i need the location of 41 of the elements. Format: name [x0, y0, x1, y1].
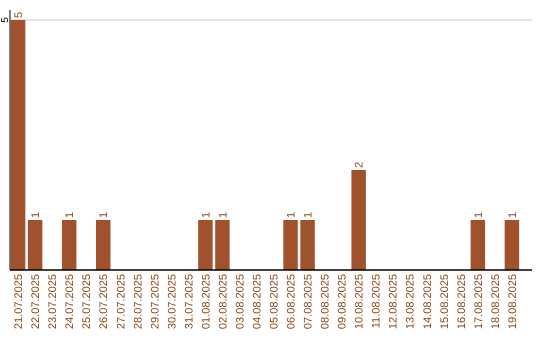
x-tick-label: 22.07.2025 — [30, 274, 42, 330]
data-label: 1 — [64, 212, 76, 218]
data-label: 1 — [472, 212, 485, 218]
x-tick-label: 24.07.2025 — [64, 274, 76, 330]
data-label: 1 — [98, 212, 110, 218]
x-tick-label: 29.07.2025 — [149, 274, 162, 330]
x-tick-label: 15.08.2025 — [438, 274, 451, 330]
x-tick-label: 30.07.2025 — [166, 274, 178, 330]
x-tick-label: 21.07.2025 — [13, 274, 26, 330]
x-tick-label: 31.07.2025 — [183, 274, 196, 330]
x-tick-label: 10.08.2025 — [354, 274, 366, 330]
data-label: 1 — [302, 212, 315, 218]
x-tick-label: 13.08.2025 — [404, 274, 417, 330]
x-tick-label: 18.08.2025 — [490, 274, 502, 330]
data-label: 1 — [217, 212, 230, 218]
x-tick-label: 26.07.2025 — [98, 274, 110, 330]
x-tick-label: 04.08.2025 — [251, 274, 264, 330]
x-tick-label: 09.08.2025 — [336, 274, 349, 330]
data-label: 1 — [30, 212, 42, 218]
data-label: 1 — [286, 212, 298, 218]
x-tick-label: 08.08.2025 — [320, 274, 332, 330]
x-tick-label: 12.08.2025 — [388, 274, 400, 330]
x-tick-label: 23.07.2025 — [47, 274, 60, 330]
x-tick-label: 01.08.2025 — [200, 274, 212, 330]
x-tick-label: 06.08.2025 — [286, 274, 298, 330]
x-tick-label: 17.08.2025 — [472, 274, 485, 330]
data-label: 2 — [354, 162, 366, 168]
x-tick-label: 25.07.2025 — [81, 274, 94, 330]
x-tick-label: 14.08.2025 — [422, 274, 434, 330]
x-tick-label: 19.08.2025 — [506, 274, 519, 330]
data-label: 1 — [200, 212, 212, 218]
x-tick-label: 16.08.2025 — [456, 274, 468, 330]
data-label: 5 — [0, 16, 11, 23]
x-tick-label: 05.08.2025 — [268, 274, 281, 330]
x-tick-label: 28.07.2025 — [132, 274, 144, 330]
x-tick-label: 02.08.2025 — [217, 274, 230, 330]
x-tick-label: 11.08.2025 — [370, 274, 383, 328]
data-label: 1 — [506, 212, 519, 218]
x-tick-label: 03.08.2025 — [234, 274, 246, 330]
x-tick-label: 07.08.2025 — [302, 274, 315, 330]
x-tick-label: 27.07.2025 — [115, 274, 128, 330]
